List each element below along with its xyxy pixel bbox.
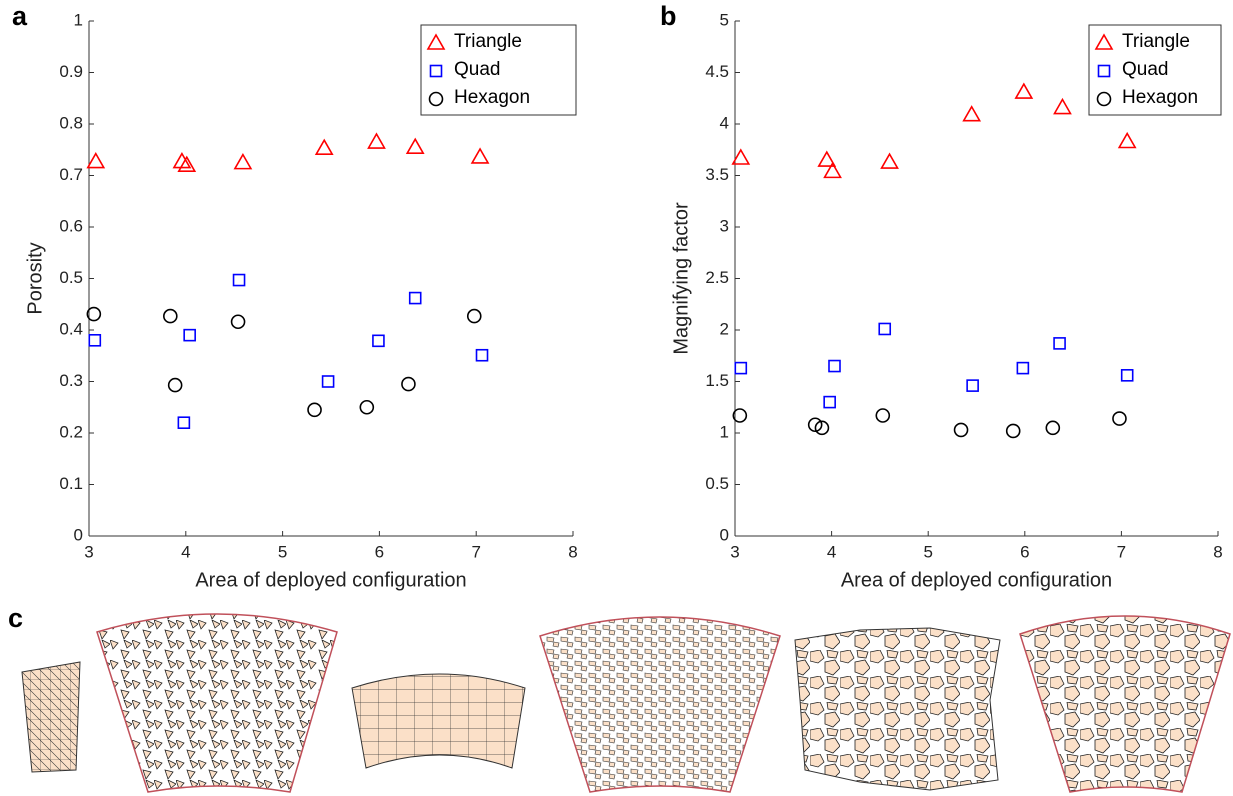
y-tick-label: 0.6: [59, 216, 83, 235]
shape: [540, 617, 780, 792]
square-marker: [967, 380, 978, 391]
y-tick-label: 0.9: [59, 62, 83, 81]
shape: [352, 674, 525, 768]
square-marker: [1122, 370, 1133, 381]
triangle-marker: [1016, 84, 1032, 98]
circle-marker: [876, 409, 889, 422]
legend-label: Triangle: [454, 31, 522, 52]
y-tick-label: 0.5: [59, 268, 83, 287]
x-axis-label: Area of deployed configuration: [841, 569, 1112, 591]
legend-label: Quad: [454, 59, 500, 80]
circle-marker: [169, 379, 182, 392]
triangle-marker: [882, 154, 898, 168]
y-tick-label: 0: [720, 525, 729, 544]
circle-marker: [955, 423, 968, 436]
circle-marker: [360, 401, 373, 414]
square-marker: [829, 361, 840, 372]
y-tick-label: 0.4: [59, 319, 83, 338]
x-tick-label: 6: [1020, 542, 1029, 561]
triangle-marker: [472, 149, 488, 163]
square-marker: [1017, 363, 1028, 374]
panel-label: a: [12, 1, 28, 31]
square-marker: [184, 330, 195, 341]
panel-label: c: [8, 603, 23, 633]
y-tick-label: 1: [720, 422, 729, 441]
y-tick-label: 3.5: [705, 165, 729, 184]
legend-label: Quad: [1122, 59, 1168, 80]
x-tick-label: 7: [471, 542, 480, 561]
circle-marker: [1046, 421, 1059, 434]
x-tick-label: 8: [1213, 542, 1222, 561]
square-marker: [178, 417, 189, 428]
y-tick-label: 0.8: [59, 113, 83, 132]
shape: [22, 662, 80, 772]
triangle-marker: [407, 139, 423, 153]
square-marker: [1054, 338, 1065, 349]
y-tick-label: 2.5: [705, 268, 729, 287]
triangle-marker: [88, 154, 104, 168]
triangle-marker: [316, 140, 332, 154]
x-axis-label: Area of deployed configuration: [195, 569, 466, 591]
triangle-marker: [1119, 134, 1135, 148]
triangle-marker: [368, 134, 384, 148]
square-marker: [824, 397, 835, 408]
y-tick-label: 3: [720, 216, 729, 235]
x-tick-label: 5: [278, 542, 287, 561]
x-tick-label: 4: [827, 542, 836, 561]
y-tick-label: 4: [720, 113, 729, 132]
page: {"chart_data": [ {"type": "scatter", "pa…: [0, 0, 1233, 796]
shape: [795, 628, 1000, 790]
square-marker: [477, 350, 488, 361]
y-tick-label: 0: [74, 525, 83, 544]
x-tick-label: 7: [1117, 542, 1126, 561]
square-marker: [323, 376, 334, 387]
square-marker: [89, 335, 100, 346]
legend-label: Hexagon: [1122, 87, 1198, 108]
x-tick-label: 6: [375, 542, 384, 561]
triangle-marker: [1054, 100, 1070, 114]
y-tick-label: 0.7: [59, 165, 83, 184]
y-tick-label: 5: [720, 10, 729, 29]
square-marker: [410, 293, 421, 304]
circle-marker: [402, 378, 415, 391]
legend-label: Hexagon: [454, 87, 530, 108]
legend-label: Triangle: [1122, 31, 1190, 52]
y-axis-label: Magnifying factor: [670, 202, 692, 355]
illustration: c: [8, 603, 1230, 792]
y-tick-label: 0.5: [705, 474, 729, 493]
x-tick-label: 5: [923, 542, 932, 561]
triangle-marker: [179, 157, 195, 171]
circle-marker: [232, 315, 245, 328]
y-tick-label: 0.1: [59, 474, 83, 493]
square-marker: [735, 363, 746, 374]
y-tick-label: 4.5: [705, 62, 729, 81]
y-tick-label: 1: [74, 10, 83, 29]
triangle-marker: [964, 107, 980, 121]
shape: [97, 614, 337, 792]
circle-marker: [468, 310, 481, 323]
square-marker: [879, 323, 890, 334]
shape: [1020, 616, 1230, 792]
circle-marker: [308, 403, 321, 416]
y-axis-label: Porosity: [24, 242, 46, 314]
square-marker: [234, 275, 245, 286]
triangle-marker: [235, 155, 251, 169]
x-tick-label: 3: [84, 542, 93, 561]
y-tick-label: 0.3: [59, 371, 83, 390]
x-tick-label: 8: [568, 542, 577, 561]
y-tick-label: 2: [720, 319, 729, 338]
y-tick-label: 0.2: [59, 422, 83, 441]
square-marker: [373, 335, 384, 346]
x-tick-label: 3: [730, 542, 739, 561]
x-tick-label: 4: [181, 542, 190, 561]
circle-marker: [1113, 412, 1126, 425]
panel-label: b: [660, 1, 677, 31]
y-tick-label: 1.5: [705, 371, 729, 390]
circle-marker: [164, 310, 177, 323]
figure: c a 0 0.1 0.2 0.3 0.4 0.5 0.6 0.7 0.8 0.9 1 3 4 5 6 7 8 Ar…: [0, 0, 1233, 796]
circle-marker: [1007, 424, 1020, 437]
